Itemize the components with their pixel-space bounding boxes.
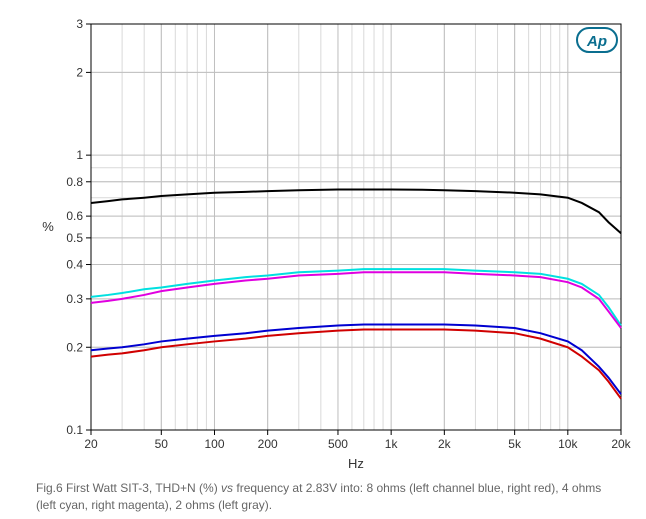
y-axis-label: % [42,219,54,234]
x-tick-label: 20 [84,437,98,451]
y-tick-label: 0.4 [66,258,83,272]
chart-svg: 20 50 100 200 500 1k 2k 5k 10k 20k 0.1 0.2 0.3 0.4 0.5… [36,10,636,470]
y-tick-label: 0.3 [66,292,83,306]
y-tick-label: 0.1 [66,423,83,437]
figure-caption: Fig.6 First Watt SIT-3, THD+N (%) vs fre… [36,480,616,515]
y-tick-label: 3 [76,17,83,31]
x-tick-label: 100 [204,437,224,451]
x-tick-label: 20k [611,437,631,451]
x-tick-label: 1k [385,437,399,451]
x-tick-label: 5k [508,437,522,451]
x-tick-label: 500 [328,437,348,451]
caption-prefix: Fig.6 First Watt SIT-3, THD+N (%) [36,481,221,495]
y-tick-label: 1 [76,148,83,162]
ap-logo: Ap [577,28,617,52]
x-tick-label: 2k [438,437,452,451]
caption-vs: vs [221,481,233,495]
y-tick-label: 0.8 [66,175,83,189]
y-tick-label: 0.6 [66,209,83,223]
x-axis-label: Hz [348,456,364,470]
x-tick-label: 50 [155,437,169,451]
x-tick-label: 200 [258,437,278,451]
figure-container: 20 50 100 200 500 1k 2k 5k 10k 20k 0.1 0.2 0.3 0.4 0.5… [0,0,646,519]
x-tick-label: 10k [558,437,578,451]
y-tick-label: 0.5 [66,231,83,245]
thd-vs-frequency-chart: 20 50 100 200 500 1k 2k 5k 10k 20k 0.1 0.2 0.3 0.4 0.5… [36,10,636,470]
svg-text:Ap: Ap [586,33,607,50]
y-tick-label: 2 [76,65,83,79]
y-tick-label: 0.2 [66,340,83,354]
